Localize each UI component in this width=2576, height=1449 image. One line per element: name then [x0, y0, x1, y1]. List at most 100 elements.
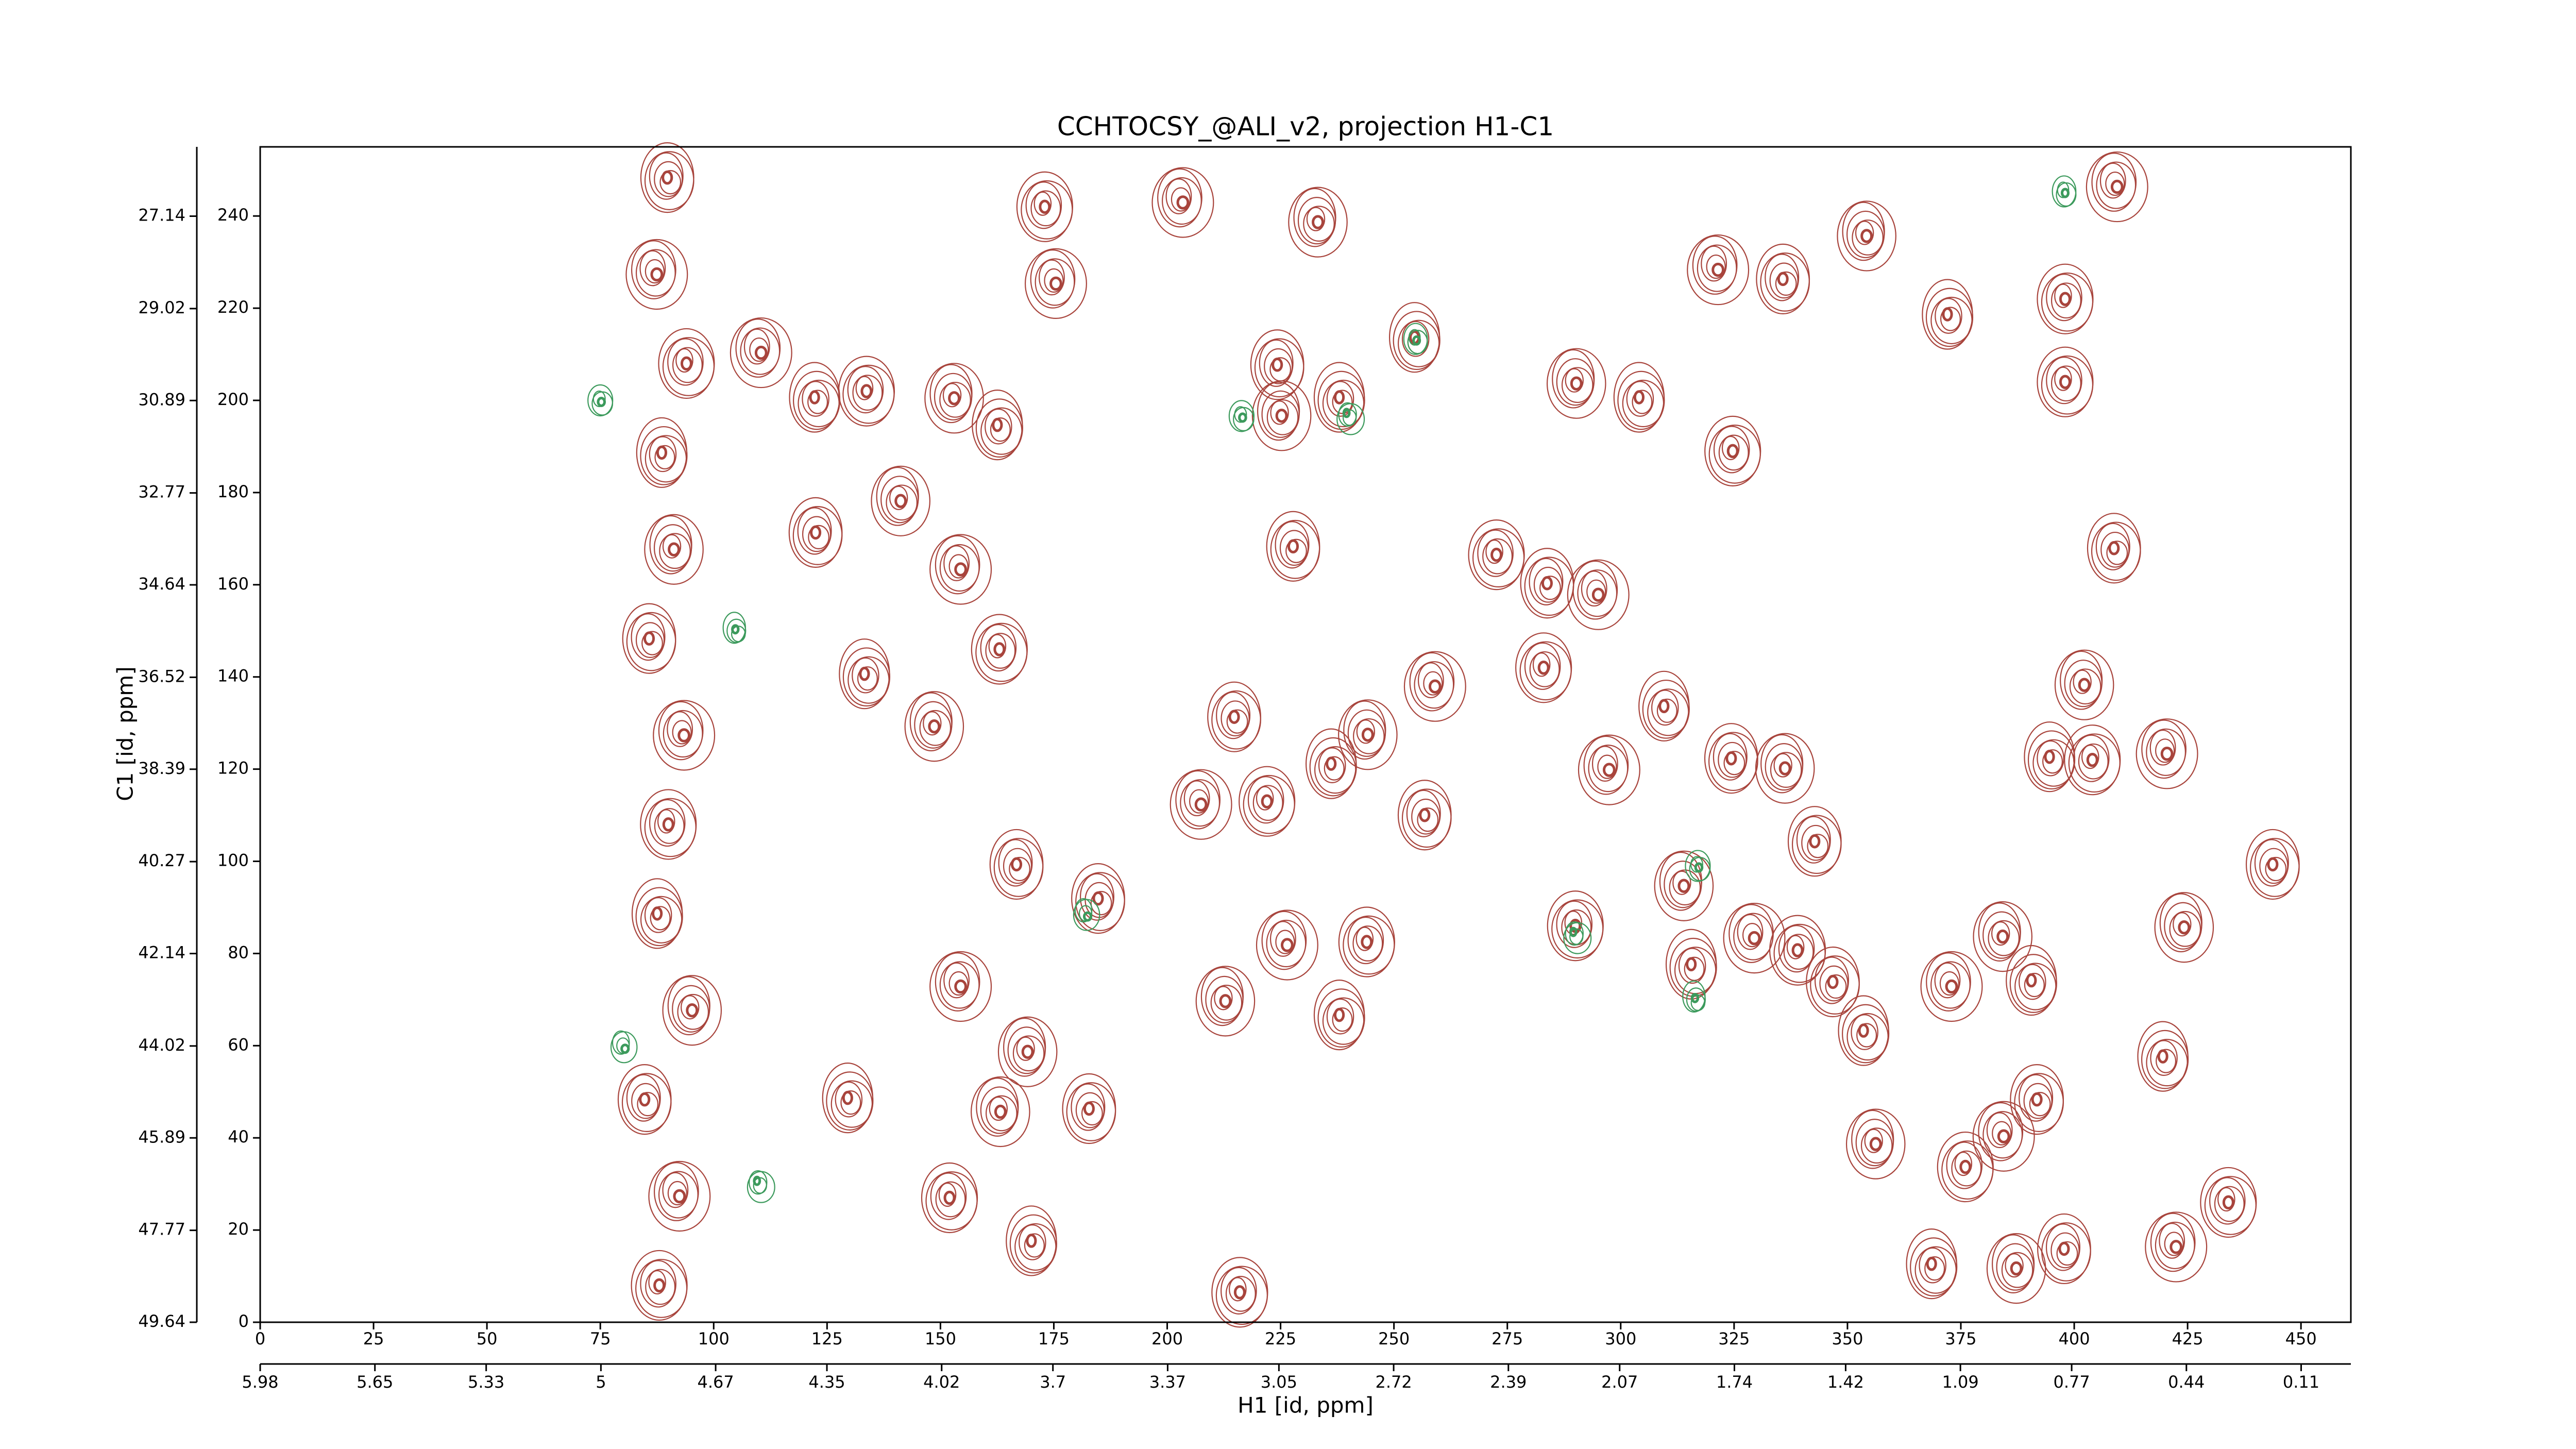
- peak: [929, 534, 992, 605]
- contour-ring: [677, 993, 709, 1030]
- contour-ring: [1996, 929, 2009, 944]
- contour-ring: [1770, 752, 1802, 788]
- contour-ring: [1678, 948, 1706, 984]
- contour-ring: [658, 701, 704, 761]
- peak: [644, 514, 704, 585]
- contour-ring: [649, 515, 692, 575]
- contour-ring: [1288, 187, 1348, 258]
- contour-ring: [1713, 733, 1748, 781]
- contour-ring: [1423, 671, 1443, 696]
- x-tick-label: 50: [477, 1329, 498, 1349]
- y2-tick-label: 45.89: [138, 1127, 185, 1147]
- contour-ring: [2024, 721, 2075, 793]
- contour-ring: [954, 979, 968, 994]
- peak: [1024, 248, 1087, 319]
- contour-ring: [1151, 167, 1214, 238]
- contour-ring: [1006, 1205, 1057, 1276]
- contour-ring: [2155, 738, 2175, 763]
- contour-ring: [1986, 1233, 2046, 1304]
- contour-ring: [667, 338, 704, 386]
- contour-ring: [1081, 1101, 1103, 1126]
- contour-ring: [649, 152, 684, 200]
- contour-ring: [662, 170, 673, 185]
- peak: [1313, 362, 1365, 433]
- contour-ring: [1533, 566, 1563, 603]
- contour-ring: [1597, 754, 1617, 779]
- contour-ring: [989, 1096, 1008, 1121]
- contour-ring: [1775, 271, 1797, 296]
- contour-ring: [1978, 1102, 2024, 1161]
- contour-ring: [635, 622, 665, 658]
- peak: [658, 328, 715, 399]
- contour-ring: [2178, 920, 2191, 935]
- contour-ring: [1706, 254, 1726, 279]
- contour-ring: [1062, 1073, 1116, 1144]
- contour-ring: [810, 525, 822, 540]
- contour-ring: [1312, 215, 1324, 229]
- contour-ring: [1485, 540, 1503, 564]
- contour-ring: [1556, 900, 1593, 948]
- contour-ring: [1406, 789, 1441, 837]
- contour-ring: [1264, 348, 1293, 384]
- peak: [2054, 649, 2114, 720]
- contour-ring: [735, 318, 781, 378]
- contour-ring: [802, 381, 829, 417]
- contour-ring: [1591, 587, 1605, 602]
- x2-tick-label: 3.37: [1149, 1372, 1186, 1392]
- contour-ring: [1651, 689, 1679, 726]
- contour-ring: [631, 1250, 688, 1321]
- contour-ring: [1419, 807, 1431, 822]
- contour-ring: [1922, 279, 1973, 350]
- contour-ring: [1024, 1233, 1045, 1258]
- contour-ring: [1195, 966, 1256, 1037]
- contour-ring: [654, 445, 675, 469]
- contour-ring: [1934, 962, 1961, 999]
- x-tick-label: 100: [698, 1329, 730, 1349]
- contour-ring: [2046, 357, 2082, 405]
- y2-tick-label: 40.27: [138, 851, 185, 870]
- y-axis-label: C1 [id, ppm]: [113, 666, 138, 801]
- chart-title: CCHTOCSY_@ALI_v2, projection H1-C1: [1057, 112, 1554, 142]
- y-tick-label: 220: [217, 297, 249, 317]
- x2-tick-label: 5: [596, 1372, 606, 1392]
- contour-ring: [1777, 272, 1789, 287]
- contour-ring: [1074, 898, 1093, 923]
- contour-ring: [924, 363, 984, 434]
- contour-ring: [1025, 181, 1062, 229]
- contour-ring: [1755, 733, 1815, 804]
- contour-ring: [644, 897, 672, 933]
- contour-ring: [2073, 669, 2092, 694]
- contour-ring: [1256, 909, 1318, 981]
- contour-ring: [1978, 902, 2021, 962]
- x2-tick-label: 1.74: [1716, 1372, 1753, 1392]
- contour-ring: [1796, 816, 1831, 864]
- contour-ring: [1860, 1127, 1893, 1164]
- contour-ring: [1677, 879, 1690, 893]
- contour-ring: [1482, 538, 1513, 575]
- contour-ring: [860, 384, 873, 398]
- peak: [1806, 946, 1860, 1018]
- contour-ring: [1083, 1101, 1095, 1116]
- peak: [1313, 980, 1365, 1051]
- peak: [822, 1063, 874, 1134]
- contour-ring: [1030, 249, 1076, 309]
- contour-ring: [2050, 1232, 2080, 1269]
- contour-ring: [2245, 829, 2300, 900]
- contour-ring: [2010, 1261, 2023, 1276]
- contour-ring: [672, 347, 703, 383]
- contour-ring: [1003, 848, 1032, 884]
- contour-ring: [1567, 559, 1630, 630]
- contour-ring: [2046, 274, 2082, 322]
- contour-ring: [1318, 747, 1346, 783]
- contour-ring: [1546, 348, 1606, 419]
- contour-ring: [2095, 523, 2130, 570]
- peak: [989, 829, 1044, 900]
- contour-ring: [672, 720, 692, 745]
- contour-ring: [1079, 873, 1114, 921]
- contour-ring: [1672, 870, 1691, 895]
- contour-ring: [650, 906, 671, 931]
- peak: [610, 1030, 638, 1064]
- contour-ring: [2254, 839, 2289, 887]
- peak: [1006, 1205, 1057, 1276]
- contour-ring: [1039, 259, 1065, 296]
